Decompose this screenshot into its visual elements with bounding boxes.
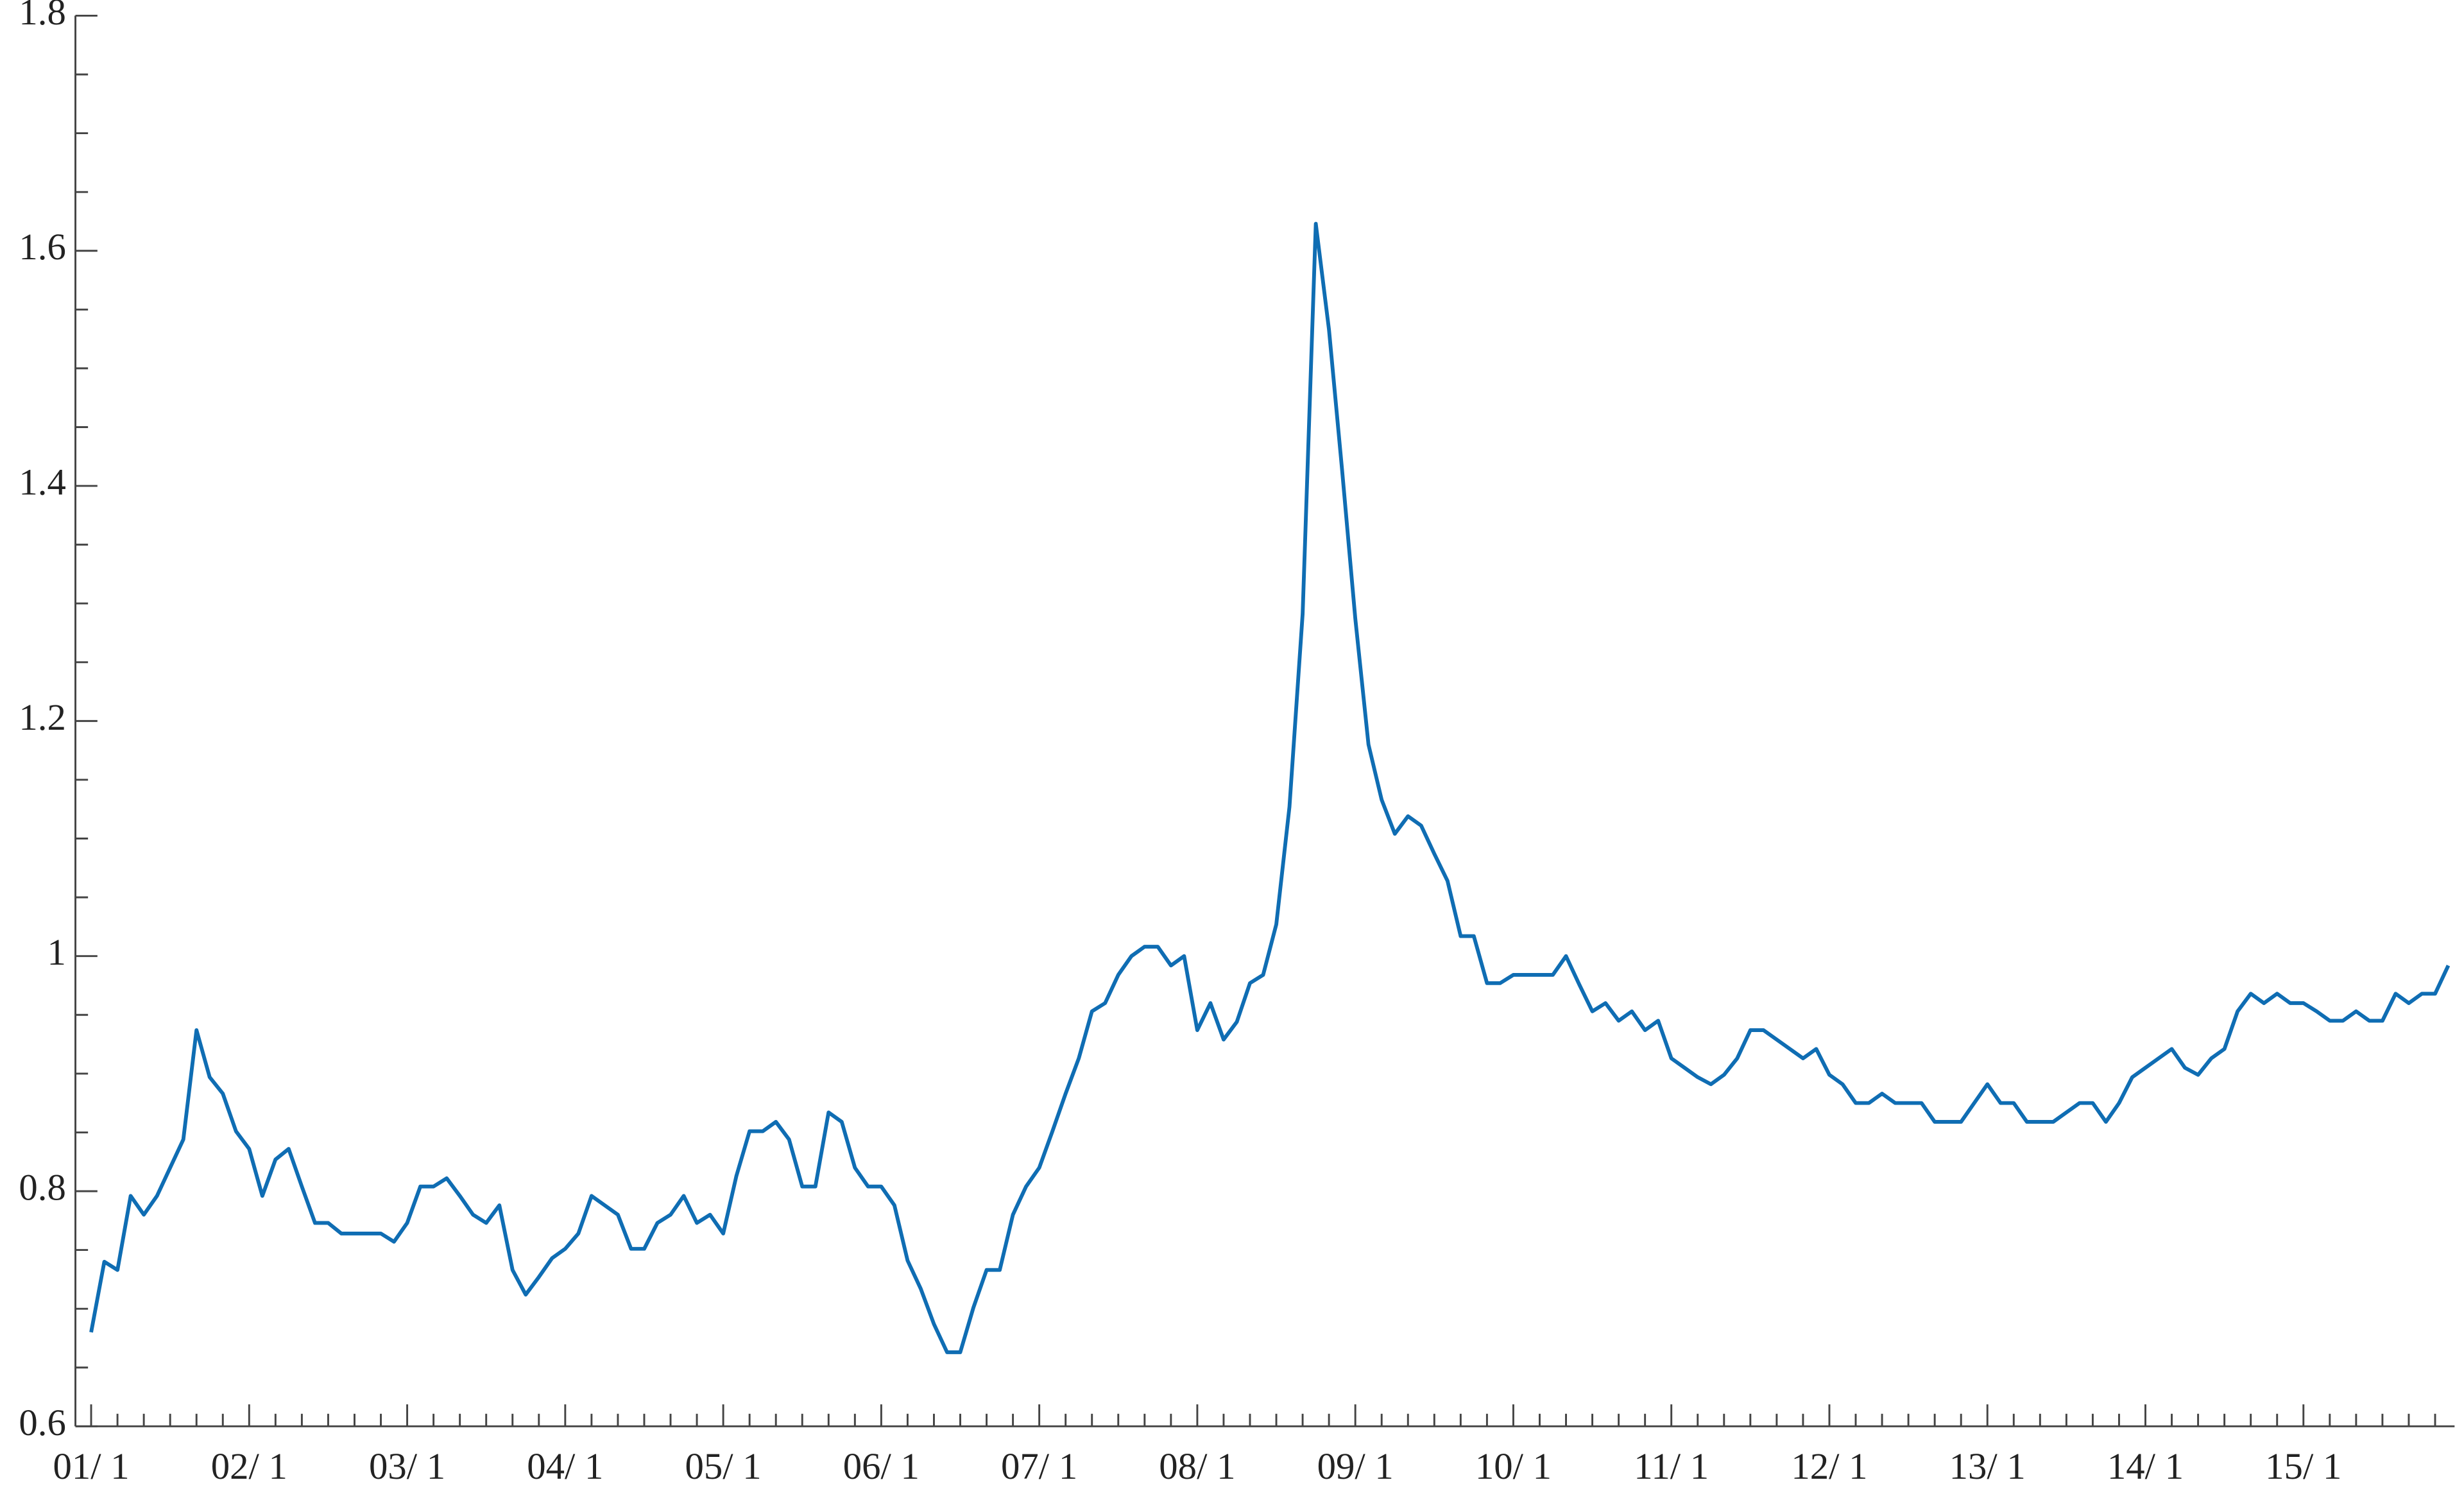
x-tick-label: 02/ 1 bbox=[211, 1445, 287, 1487]
y-tick-label: 0.6 bbox=[19, 1402, 65, 1443]
x-tick-label: 01/ 1 bbox=[53, 1445, 129, 1487]
x-tick-label: 15/ 1 bbox=[2265, 1445, 2341, 1487]
x-tick-label: 11/ 1 bbox=[1634, 1445, 1709, 1487]
x-tick-label: 12/ 1 bbox=[1791, 1445, 1867, 1487]
data-line bbox=[89, 221, 2451, 1354]
y-tick-label: 1.8 bbox=[19, 0, 65, 33]
x-tick-label: 06/ 1 bbox=[843, 1445, 920, 1487]
x-tick-label: 04/ 1 bbox=[527, 1445, 603, 1487]
x-tick-label: 05/ 1 bbox=[685, 1445, 762, 1487]
x-tick-label: 10/ 1 bbox=[1475, 1445, 1552, 1487]
x-tick-label: 07/ 1 bbox=[1001, 1445, 1077, 1487]
y-tick-label: 1.6 bbox=[19, 226, 65, 268]
y-tick-label: 1.4 bbox=[19, 461, 65, 503]
y-tick-label: 0.8 bbox=[19, 1167, 65, 1209]
x-tick-label: 13/ 1 bbox=[1949, 1445, 2026, 1487]
x-tick-label: 08/ 1 bbox=[1159, 1445, 1235, 1487]
x-tick-label: 09/ 1 bbox=[1317, 1445, 1394, 1487]
x-tick-label: 03/ 1 bbox=[369, 1445, 445, 1487]
x-tick-label: 14/ 1 bbox=[2107, 1445, 2184, 1487]
y-tick-label: 1 bbox=[47, 931, 65, 973]
y-tick-label: 1.2 bbox=[19, 696, 65, 738]
